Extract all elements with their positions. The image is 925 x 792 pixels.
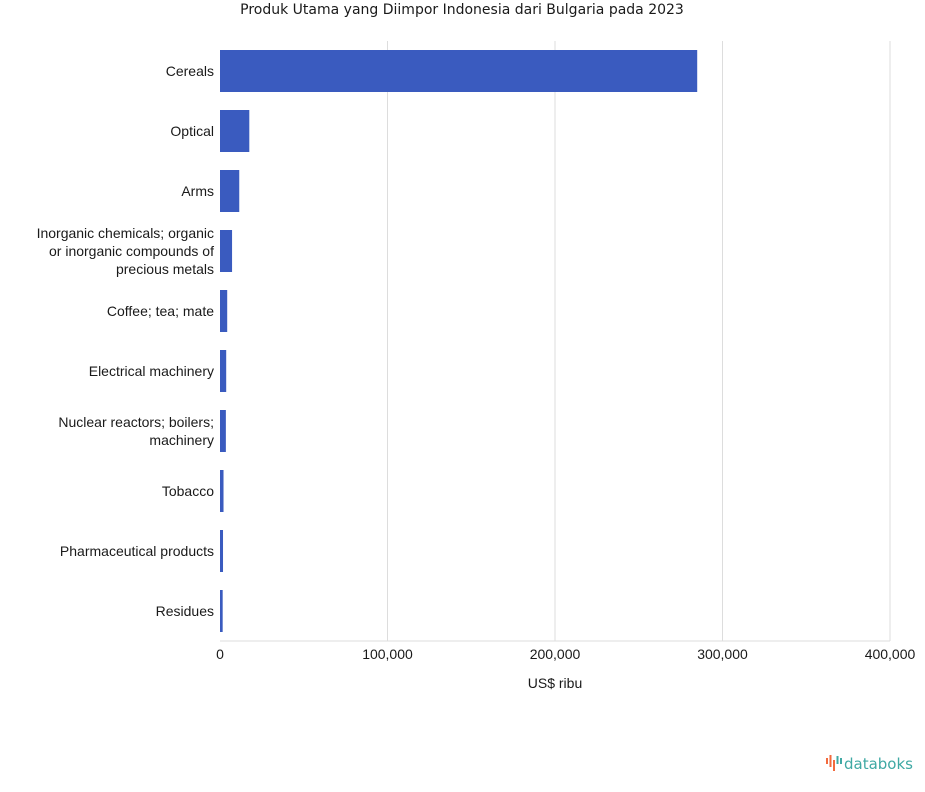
- bar[interactable]: Electrical machinery: [220, 350, 227, 392]
- category-label: Electrical machinery: [89, 363, 214, 379]
- x-axis-title: US$ ribu: [528, 675, 582, 691]
- bars: Cereals Optical Arms Inorganic chemicals; o…: [220, 50, 698, 632]
- category-label: Residues: [156, 603, 214, 619]
- databoks-logo-icon: [826, 755, 842, 771]
- x-tick-label: 200,000: [530, 646, 581, 662]
- category-label: Arms: [181, 183, 214, 199]
- bar[interactable]: Arms: [220, 170, 240, 212]
- databoks-logo-text: databoks: [844, 755, 913, 773]
- bar[interactable]: Cereals: [220, 50, 698, 92]
- gridlines: [220, 41, 891, 642]
- bar[interactable]: Nuclear reactors; boilers; machinery: [220, 410, 226, 452]
- x-tick-label: 400,000: [865, 646, 916, 662]
- category-label: Tobacco: [162, 483, 214, 499]
- bar[interactable]: Optical: [220, 110, 250, 152]
- x-tick-label: 300,000: [697, 646, 748, 662]
- x-tick-label: 0: [216, 646, 224, 662]
- category-label: Coffee; tea; mate: [107, 303, 214, 319]
- bar[interactable]: Coffee; tea; mate: [220, 290, 228, 332]
- category-label: Optical: [170, 123, 214, 139]
- bar[interactable]: Tobacco: [220, 470, 224, 512]
- x-axis-ticks: 0 100,000 200,000 300,000 400,000: [216, 646, 915, 662]
- chart-title: Produk Utama yang Diimpor Indonesia dari…: [240, 2, 684, 18]
- bar[interactable]: Residues: [220, 590, 223, 632]
- category-label: Cereals: [166, 63, 214, 79]
- category-label: Nuclear reactors; boilers; machinery: [58, 414, 214, 448]
- category-label: Pharmaceutical products: [60, 543, 214, 559]
- bar[interactable]: Pharmaceutical products: [220, 530, 224, 572]
- x-tick-label: 100,000: [362, 646, 413, 662]
- databoks-logo[interactable]: databoks: [826, 755, 913, 773]
- category-label: Inorganic chemicals; organic or inorganic…: [37, 225, 215, 277]
- category-labels: Cereals Optical Arms Inorganic chemicals; o…: [37, 63, 215, 619]
- bar[interactable]: Inorganic chemicals; organic or inorgani…: [220, 230, 233, 272]
